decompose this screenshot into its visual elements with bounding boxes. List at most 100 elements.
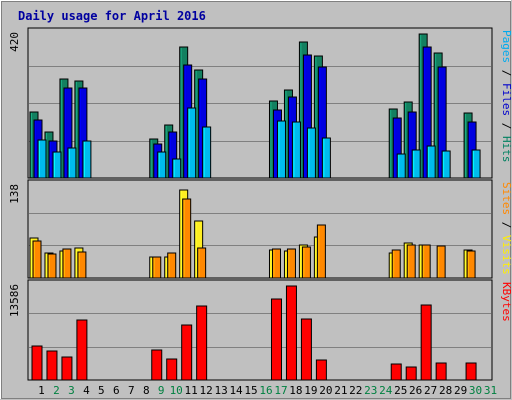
middle-bar-sites bbox=[62, 248, 72, 279]
x-tick-label: 29 bbox=[454, 384, 467, 397]
x-tick-label: 19 bbox=[304, 384, 317, 397]
x-tick-label: 16 bbox=[259, 384, 272, 397]
top-bar-pages bbox=[426, 145, 436, 179]
x-tick-label: 31 bbox=[484, 384, 497, 397]
top-bar-pages bbox=[82, 140, 92, 179]
x-tick-label: 6 bbox=[113, 384, 120, 397]
middle-bar-sites bbox=[436, 245, 446, 279]
x-tick-label: 2 bbox=[53, 384, 60, 397]
bottom-bar-kbytes bbox=[61, 356, 73, 381]
top-legend-label: Pages / Files / Hits bbox=[500, 30, 512, 163]
middle-max-label: 138 bbox=[8, 184, 21, 204]
top-bar-pages bbox=[52, 151, 62, 179]
top-bar-pages bbox=[172, 158, 182, 179]
top-legend-part: Hits bbox=[500, 136, 512, 163]
x-tick-label: 10 bbox=[170, 384, 183, 397]
bottom-bar-kbytes bbox=[31, 345, 43, 381]
bottom-bar-kbytes bbox=[390, 363, 402, 381]
x-tick-label: 11 bbox=[185, 384, 198, 397]
middle-legend-part: Visits bbox=[500, 235, 512, 275]
top-bar-pages bbox=[37, 139, 47, 179]
x-tick-label: 30 bbox=[469, 384, 482, 397]
bottom-bar-kbytes bbox=[46, 350, 58, 381]
middle-bar-sites bbox=[152, 256, 162, 279]
x-tick-label: 8 bbox=[143, 384, 150, 397]
panel-top: 420 Pages / Files / Hits bbox=[8, 27, 512, 179]
x-tick-label: 20 bbox=[319, 384, 332, 397]
top-bar-pages bbox=[411, 149, 421, 179]
middle-legend-part: / bbox=[500, 215, 512, 235]
top-bar-pages bbox=[291, 121, 301, 179]
middle-bar-sites bbox=[466, 250, 476, 279]
x-tick-label: 17 bbox=[274, 384, 287, 397]
x-tick-label: 5 bbox=[98, 384, 105, 397]
top-legend-part: / bbox=[500, 63, 512, 83]
x-tick-label: 12 bbox=[200, 384, 213, 397]
middle-bar-sites bbox=[286, 248, 296, 279]
middle-bar-sites bbox=[182, 198, 192, 279]
top-legend-part: / bbox=[500, 116, 512, 136]
middle-bar-sites bbox=[271, 248, 281, 279]
bottom-bar-kbytes bbox=[435, 362, 447, 381]
bottom-max-label: 13586 bbox=[8, 284, 21, 317]
middle-bar-sites bbox=[406, 244, 416, 279]
top-bar-pages bbox=[321, 137, 331, 179]
bottom-bar-kbytes bbox=[420, 304, 432, 381]
bottom-legend-label: KBytes bbox=[500, 282, 512, 322]
top-max-label: 420 bbox=[8, 32, 21, 52]
middle-legend-label: Sites / Visits bbox=[500, 182, 512, 275]
top-bar-pages bbox=[67, 147, 77, 179]
x-tick-label: 14 bbox=[229, 384, 243, 397]
x-tick-label: 4 bbox=[83, 384, 90, 397]
bottom-bar-kbytes bbox=[465, 362, 477, 381]
x-tick-label: 1 bbox=[38, 384, 45, 397]
middle-legend-part: Sites bbox=[500, 182, 512, 215]
x-tick-label: 28 bbox=[439, 384, 452, 397]
middle-bar-sites bbox=[421, 244, 431, 279]
top-bar-pages bbox=[202, 126, 212, 179]
bottom-bar-kbytes bbox=[405, 366, 417, 381]
middle-bar-sites bbox=[391, 249, 401, 279]
chart-title: Daily usage for April 2016 bbox=[18, 9, 206, 23]
top-bar-pages bbox=[396, 153, 406, 179]
x-tick-label: 25 bbox=[394, 384, 407, 397]
x-tick-label: 18 bbox=[289, 384, 302, 397]
top-bar-pages bbox=[471, 149, 481, 179]
top-bar-pages bbox=[276, 120, 286, 179]
x-tick-label: 7 bbox=[128, 384, 135, 397]
top-bar-pages bbox=[441, 150, 451, 179]
top-bar-pages bbox=[157, 151, 167, 179]
x-tick-label: 21 bbox=[334, 384, 347, 397]
middle-bar-sites bbox=[167, 252, 177, 279]
x-tick-label: 15 bbox=[244, 384, 257, 397]
middle-bar-sites bbox=[32, 240, 42, 279]
x-tick-label: 9 bbox=[158, 384, 165, 397]
bottom-bar-kbytes bbox=[181, 324, 193, 381]
middle-bar-sites bbox=[301, 246, 311, 279]
x-tick-label: 24 bbox=[379, 384, 393, 397]
bottom-bar-kbytes bbox=[315, 359, 327, 381]
bottom-plot-area bbox=[27, 279, 493, 381]
x-tick-label: 23 bbox=[364, 384, 377, 397]
x-tick-label: 27 bbox=[424, 384, 437, 397]
bottom-bar-kbytes bbox=[196, 305, 208, 381]
panel-middle: 138 Sites / Visits bbox=[8, 179, 512, 279]
middle-bar-sites bbox=[47, 253, 57, 279]
x-tick-label: 26 bbox=[409, 384, 422, 397]
top-legend-part: Files bbox=[500, 83, 512, 116]
bottom-bar-kbytes bbox=[300, 318, 312, 381]
bottom-bar-kbytes bbox=[166, 358, 178, 381]
x-tick-label: 13 bbox=[214, 384, 227, 397]
middle-bar-sites bbox=[77, 251, 87, 279]
bottom-bar-kbytes bbox=[151, 349, 163, 381]
bottom-bar-kbytes bbox=[270, 298, 282, 381]
x-tick-label: 3 bbox=[68, 384, 75, 397]
x-tick-label: 22 bbox=[349, 384, 362, 397]
top-bar-pages bbox=[306, 127, 316, 179]
bottom-bar-kbytes bbox=[285, 285, 297, 381]
top-bar-pages bbox=[187, 107, 197, 179]
bottom-legend-part: KBytes bbox=[500, 282, 512, 322]
middle-bar-sites bbox=[316, 224, 326, 279]
